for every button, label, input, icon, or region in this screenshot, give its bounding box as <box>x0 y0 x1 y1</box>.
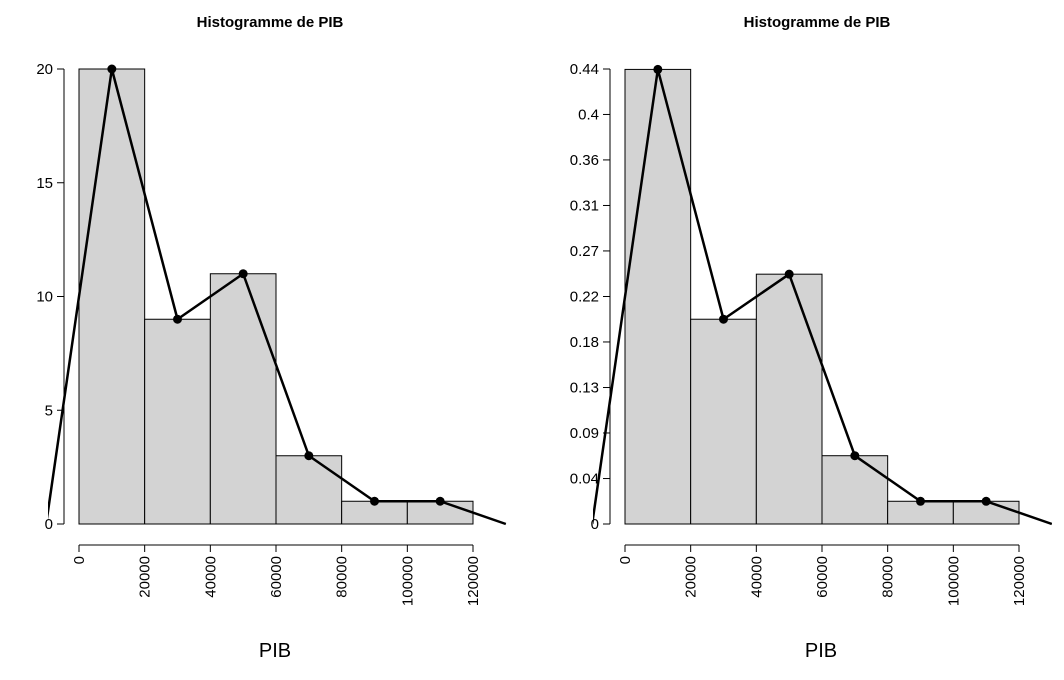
histogram-bar <box>624 68 692 525</box>
x-tick-label: 60000 <box>268 556 285 598</box>
frequency-polygon-point <box>981 496 991 506</box>
frequency-polygon-point <box>238 269 248 279</box>
y-tick-label: 0.31 <box>570 197 599 214</box>
histogram-bar <box>275 455 343 525</box>
y-tick-label: 15 <box>36 175 53 192</box>
frequency-polygon-point <box>850 451 860 461</box>
y-tick-label: 0.04 <box>570 471 599 488</box>
y-tick-label: 5 <box>45 402 53 419</box>
histogram-bar <box>144 318 211 525</box>
y-tick-label: 0 <box>45 516 53 533</box>
chart-title: Histogramme de PIB <box>744 14 891 31</box>
x-tick-label: 40000 <box>202 556 219 598</box>
frequency-polygon-point <box>370 496 379 506</box>
x-tick-label: 60000 <box>814 556 831 598</box>
x-tick-label: 40000 <box>748 556 765 598</box>
histogram-panel-density: Histogramme de PIB PIB 0 0.04 0.09 0.13 0.18… <box>570 14 1052 662</box>
y-tick-label: 0.36 <box>570 152 599 169</box>
y-tick-label: 0.13 <box>570 380 599 397</box>
y-tick-label: 0 <box>591 516 599 533</box>
x-tick-label: 100000 <box>945 556 962 606</box>
histogram-bar <box>755 273 823 525</box>
histogram-bar <box>821 455 889 525</box>
x-tick-label: 0 <box>617 556 634 564</box>
frequency-polygon-point <box>916 496 925 506</box>
frequency-polygon-line <box>48 67 507 526</box>
frequency-polygon-point <box>653 64 663 74</box>
y-tick-label: 0.22 <box>570 289 599 306</box>
x-axis-label: PIB <box>805 640 837 662</box>
frequency-polygon-point <box>784 269 794 279</box>
y-tick-label: 0.27 <box>570 243 599 260</box>
chart-title: Histogramme de PIB <box>197 14 344 31</box>
histogram-bar <box>78 68 146 525</box>
frequency-polygon-line <box>593 68 1052 526</box>
frequency-polygon-point <box>435 496 445 506</box>
y-tick-label: 10 <box>36 289 53 306</box>
x-tick-label: 120000 <box>465 556 482 606</box>
histogram-panel-count: Histogramme de PIB PIB 0 5 10 15 20 0 20000 400… <box>36 14 507 662</box>
frequency-polygon-point <box>304 451 314 461</box>
histogram-bar <box>209 273 277 525</box>
plot-marks: 0 0.04 0.09 0.13 0.18 0.22 0.27 0.31 0.36 0.4 0.44… <box>570 61 1052 606</box>
x-tick-label: 120000 <box>1011 556 1028 606</box>
x-tick-label: 20000 <box>683 556 700 598</box>
x-tick-label: 80000 <box>334 556 351 598</box>
x-tick-label: 80000 <box>880 556 897 598</box>
x-tick-label: 20000 <box>137 556 154 598</box>
y-tick-label: 0.4 <box>578 106 599 123</box>
plot-marks: 0 5 10 15 20 0 20000 40000 60000 80000 100000 12000… <box>36 61 507 606</box>
y-tick-label: 20 <box>36 61 53 78</box>
frequency-polygon-point <box>173 314 182 324</box>
y-tick-label: 0.44 <box>570 61 599 78</box>
frequency-polygon-point <box>719 314 728 324</box>
x-tick-label: 100000 <box>399 556 416 606</box>
frequency-polygon-point <box>107 64 117 74</box>
y-tick-label: 0.18 <box>570 334 599 351</box>
x-tick-label: 0 <box>71 556 88 564</box>
x-axis-label: PIB <box>259 640 291 662</box>
y-tick-label: 0.09 <box>570 425 599 442</box>
histogram-bar <box>690 318 757 525</box>
